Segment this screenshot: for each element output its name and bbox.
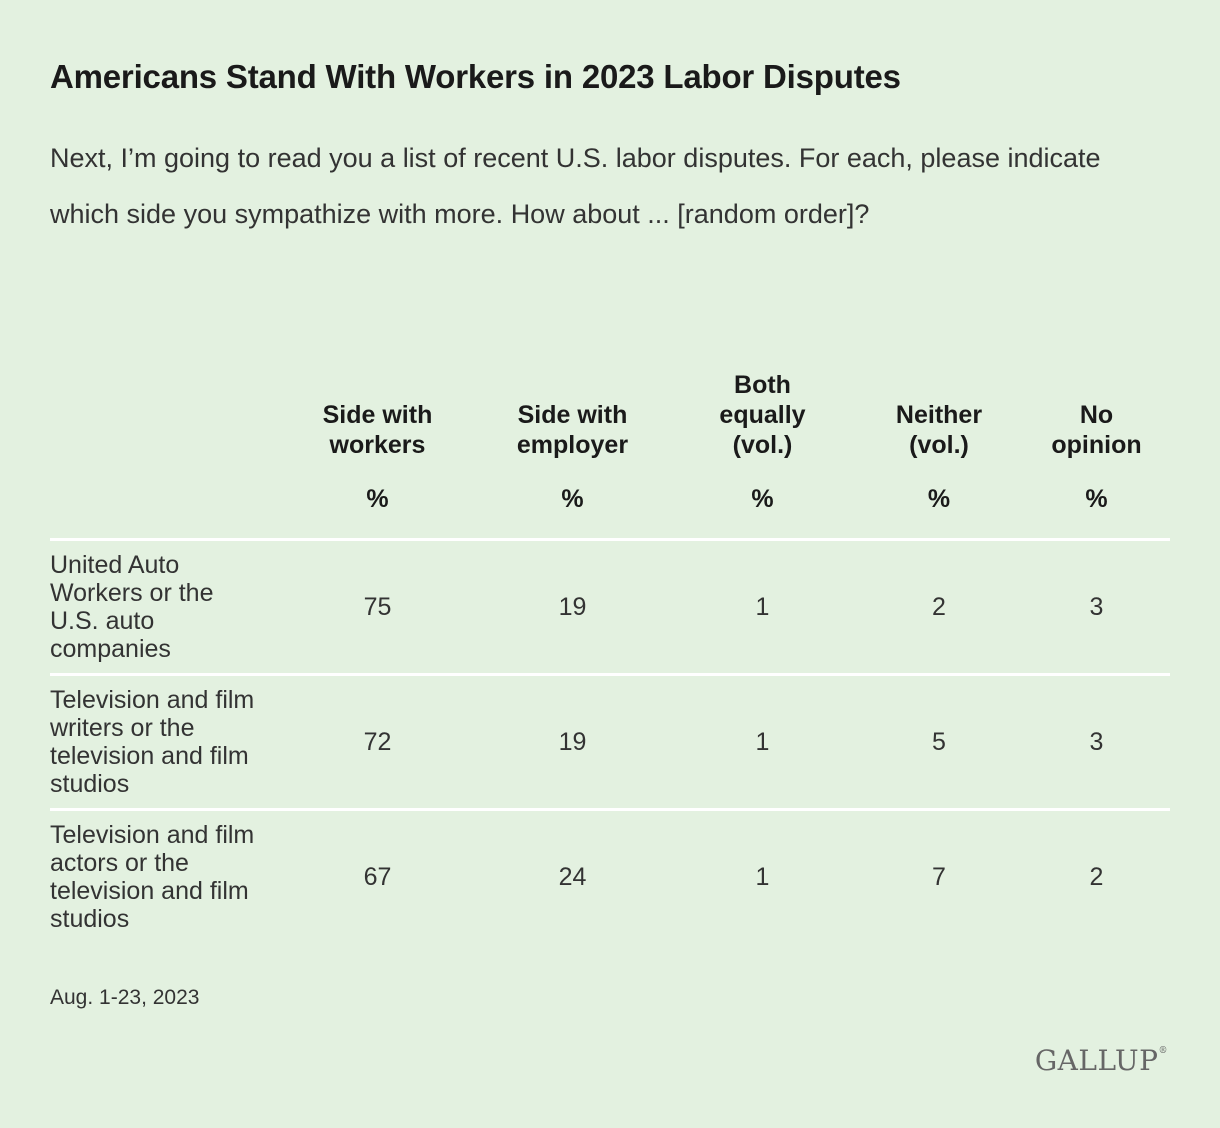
- column-header: Neither (vol.): [895, 401, 983, 459]
- data-cell: 2: [1089, 862, 1104, 891]
- column-header: Both equally (vol.): [719, 371, 806, 459]
- row-label: United Auto Workers or the U.S. auto com…: [50, 539, 280, 676]
- data-cell: 67: [363, 862, 392, 891]
- chart-title: Americans Stand With Workers in 2023 Lab…: [50, 58, 901, 95]
- table-row: Television and film actors or the televi…: [50, 810, 1170, 944]
- unit-label: %: [475, 460, 670, 541]
- data-cell: 5: [855, 674, 1023, 811]
- column-header: Side with employer: [516, 401, 629, 459]
- question-text: Next, I’m going to read you a list of re…: [50, 143, 1101, 229]
- unit-label: %: [280, 460, 475, 541]
- data-cell: 19: [475, 674, 670, 811]
- data-cell: 24: [558, 862, 587, 891]
- data-cell: 3: [1023, 539, 1170, 676]
- data-cell: 1: [670, 539, 855, 676]
- table-row: United Auto Workers or the U.S. auto com…: [50, 539, 1170, 676]
- data-cell: 3: [1023, 674, 1170, 811]
- data-cell: 1: [755, 862, 770, 891]
- unit-label: %: [1023, 460, 1170, 541]
- data-cell: 72: [280, 674, 475, 811]
- data-cell: 75: [280, 539, 475, 676]
- row-label: Television and film actors or the televi…: [50, 821, 255, 933]
- survey-date: Aug. 1-23, 2023: [50, 986, 200, 1009]
- header-corner: [50, 365, 280, 460]
- column-header: Side with workers: [322, 401, 433, 459]
- unit-label: %: [670, 460, 855, 541]
- unit-corner: [50, 460, 280, 541]
- row-label: Television and film writers or the telev…: [50, 674, 280, 811]
- data-cell: 7: [932, 862, 946, 891]
- gallup-logo: GALLUP®: [1034, 1044, 1168, 1077]
- unit-label: %: [855, 460, 1023, 541]
- table-row: Television and film writers or the telev…: [50, 674, 1170, 811]
- header-row: Side with workers Side with employer Bot…: [50, 365, 1170, 460]
- unit-row: % % % % %: [50, 460, 1170, 541]
- data-cell: 2: [855, 539, 1023, 676]
- data-cell: 1: [670, 674, 855, 811]
- column-header: No opinion: [1051, 401, 1142, 459]
- results-table: Side with workers Side with employer Bot…: [50, 365, 1170, 943]
- data-cell: 19: [475, 539, 670, 676]
